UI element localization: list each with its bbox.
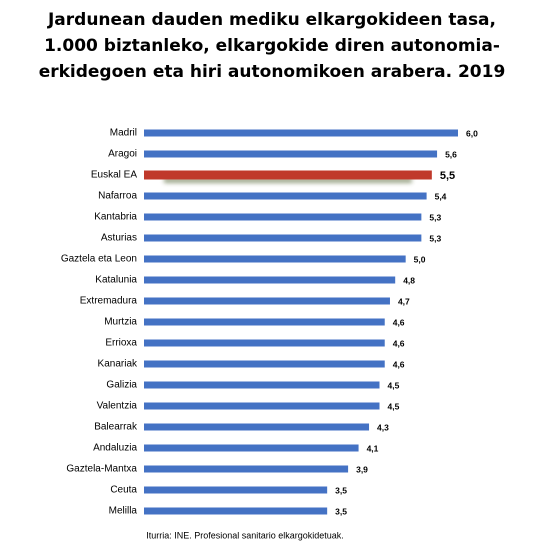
value-label: 5,3 — [429, 233, 441, 243]
bar — [144, 276, 396, 284]
category-label: Kanariak — [98, 359, 138, 370]
value-label: 4,1 — [367, 443, 379, 453]
bar — [144, 465, 349, 473]
value-label: 4,5 — [388, 401, 400, 411]
value-label: 5,4 — [435, 191, 447, 201]
category-label: Galizia — [106, 380, 137, 391]
value-label: 4,6 — [393, 338, 405, 348]
bar — [144, 234, 422, 242]
category-label: Gaztela eta Leon — [61, 254, 137, 265]
category-label: Murtzia — [104, 317, 137, 328]
category-label: Aragoi — [108, 149, 137, 160]
bar — [144, 381, 380, 389]
category-label: Katalunia — [95, 275, 137, 286]
value-label: 5,3 — [429, 212, 441, 222]
chart-title: 1.000 biztanleko, elkargokide diren auto… — [44, 36, 500, 56]
bar — [144, 423, 370, 431]
category-label: Melilla — [109, 506, 138, 517]
bar-shadow — [164, 178, 412, 183]
bar — [144, 150, 438, 158]
bar — [144, 192, 427, 200]
bar — [144, 402, 380, 410]
value-label: 5,0 — [414, 254, 426, 264]
value-label: 4,7 — [398, 296, 410, 306]
value-label: 5,5 — [440, 170, 455, 182]
bar — [144, 213, 422, 221]
value-label: 4,6 — [393, 359, 405, 369]
bar — [144, 339, 385, 347]
bar — [144, 297, 390, 305]
value-label: 4,6 — [393, 317, 405, 327]
category-label: Gaztela-Mantxa — [66, 464, 137, 475]
chart-title: Jardunean dauden mediku elkargokideen ta… — [47, 10, 496, 30]
category-label: Ceuta — [110, 485, 137, 496]
bar — [144, 129, 458, 137]
category-label: Kantabria — [94, 212, 137, 223]
bar — [144, 507, 328, 515]
chart-title: erkidegoen eta hiri autonomikoen arabera… — [39, 62, 506, 82]
value-label: 3,5 — [335, 485, 347, 495]
value-label: 3,5 — [335, 506, 347, 516]
source: Iturria: INE. Profesional sanitario elka… — [146, 530, 344, 540]
bar — [144, 360, 385, 368]
category-label: Madril — [110, 128, 137, 139]
category-label: Valentzia — [97, 401, 138, 412]
value-label: 4,5 — [388, 380, 400, 390]
bar — [144, 318, 385, 326]
category-label: Nafarroa — [98, 191, 137, 202]
value-label: 4,8 — [403, 275, 415, 285]
bar — [144, 255, 406, 263]
category-label: Asturias — [101, 233, 137, 244]
bar — [144, 444, 359, 452]
category-label: Balearrak — [94, 422, 138, 433]
bar — [144, 486, 328, 494]
value-label: 3,9 — [356, 464, 368, 474]
category-label: Extremadura — [80, 296, 138, 307]
value-label: 6,0 — [466, 128, 478, 138]
category-label: Euskal EA — [91, 170, 137, 181]
bar — [144, 170, 432, 180]
value-label: 4,3 — [377, 422, 389, 432]
category-label: Andaluzia — [93, 443, 137, 454]
value-label: 5,6 — [445, 149, 457, 159]
category-label: Errioxa — [105, 338, 137, 349]
